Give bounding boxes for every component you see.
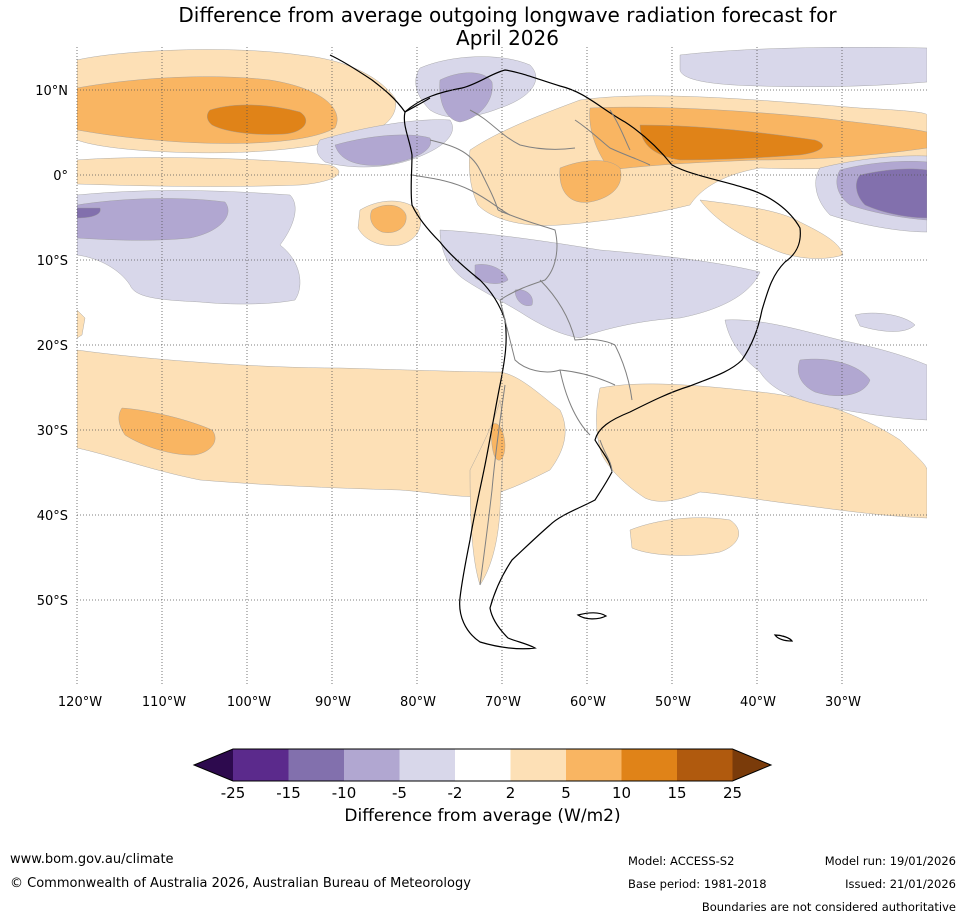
colorbar-label: 25	[723, 784, 742, 802]
lon-label: 120°W	[58, 695, 102, 710]
central-america-coast	[329, 54, 431, 113]
lon-label: 60°W	[570, 695, 606, 710]
issued-date: Issued: 21/01/2026	[845, 877, 956, 891]
lon-label: 110°W	[142, 695, 186, 710]
lon-label: 30°W	[825, 695, 861, 710]
colorbar-swatch	[510, 749, 566, 781]
colorbar-label: -10	[332, 784, 357, 802]
country-borders	[411, 109, 651, 586]
colorbar-label: -25	[221, 784, 246, 802]
longitude-labels: 120°W 110°W 100°W 90°W 80°W 70°W 60°W 50…	[58, 695, 861, 710]
colorbar-swatch	[233, 749, 289, 781]
colorbar-label: -15	[276, 784, 301, 802]
lon-label: 90°W	[315, 695, 351, 710]
base-period: Base period: 1981-2018	[628, 877, 767, 891]
colorbar-swatch	[566, 749, 622, 781]
lat-label: 10°S	[37, 254, 68, 269]
colorbar-swatch	[455, 749, 511, 781]
lon-label: 80°W	[400, 695, 436, 710]
colorbar-swatch	[344, 749, 400, 781]
positive-anomaly-10-15	[207, 104, 823, 161]
anomaly-field	[77, 47, 927, 685]
colorbar-swatch	[288, 749, 344, 781]
colorbar-label: -2	[448, 784, 463, 802]
map-title-line2: April 2026	[456, 26, 559, 50]
colorbar-label: 2	[506, 784, 516, 802]
colorbar	[192, 748, 773, 782]
south-georgia	[773, 634, 794, 642]
colorbar-label: -5	[392, 784, 407, 802]
falkland-islands	[576, 612, 608, 620]
lon-label: 70°W	[485, 695, 521, 710]
coastlines	[329, 54, 801, 650]
lat-label: 10°N	[35, 84, 68, 99]
colorbar-swatch	[621, 749, 677, 781]
colorbar-labels: -25 -15 -10 -5 -2 2 5 10 15 25	[221, 784, 742, 802]
lon-label: 40°W	[740, 695, 776, 710]
colorbar-high-extend	[732, 749, 771, 781]
lon-label: 100°W	[227, 695, 271, 710]
lat-label: 30°S	[37, 424, 68, 439]
lat-label: 20°S	[37, 339, 68, 354]
lon-label: 50°W	[655, 695, 691, 710]
website-link[interactable]: www.bom.gov.au/climate	[10, 852, 174, 867]
lat-label: 0°	[53, 169, 68, 184]
map-title-line1: Difference from average outgoing longwav…	[178, 3, 837, 27]
lat-label: 40°S	[37, 509, 68, 524]
colorbar-title: Difference from average (W/m2)	[344, 806, 621, 826]
colorbar-swatch	[677, 749, 733, 781]
model-run-date: Model run: 19/01/2026	[824, 854, 956, 868]
graticule	[77, 47, 927, 685]
boundaries-disclaimer: Boundaries are not considered authoritat…	[701, 900, 956, 914]
model-name: Model: ACCESS-S2	[628, 854, 735, 868]
colorbar-outline	[192, 748, 773, 782]
copyright-text: © Commonwealth of Australia 2026, Austra…	[10, 876, 471, 891]
latitude-labels: 10°N 0° 10°S 20°S 30°S 40°S 50°S	[35, 84, 68, 609]
south-america-coast	[403, 69, 801, 650]
colorbar-swatch	[399, 749, 455, 781]
negative-anomaly-10-15	[77, 168, 927, 219]
colorbar-label: 10	[612, 784, 631, 802]
map-title: Difference from average outgoing longwav…	[0, 4, 965, 50]
lat-label: 50°S	[37, 594, 68, 609]
colorbar-low-extend	[194, 749, 233, 781]
colorbar-label: 15	[667, 784, 686, 802]
colorbar-label: 5	[561, 784, 571, 802]
